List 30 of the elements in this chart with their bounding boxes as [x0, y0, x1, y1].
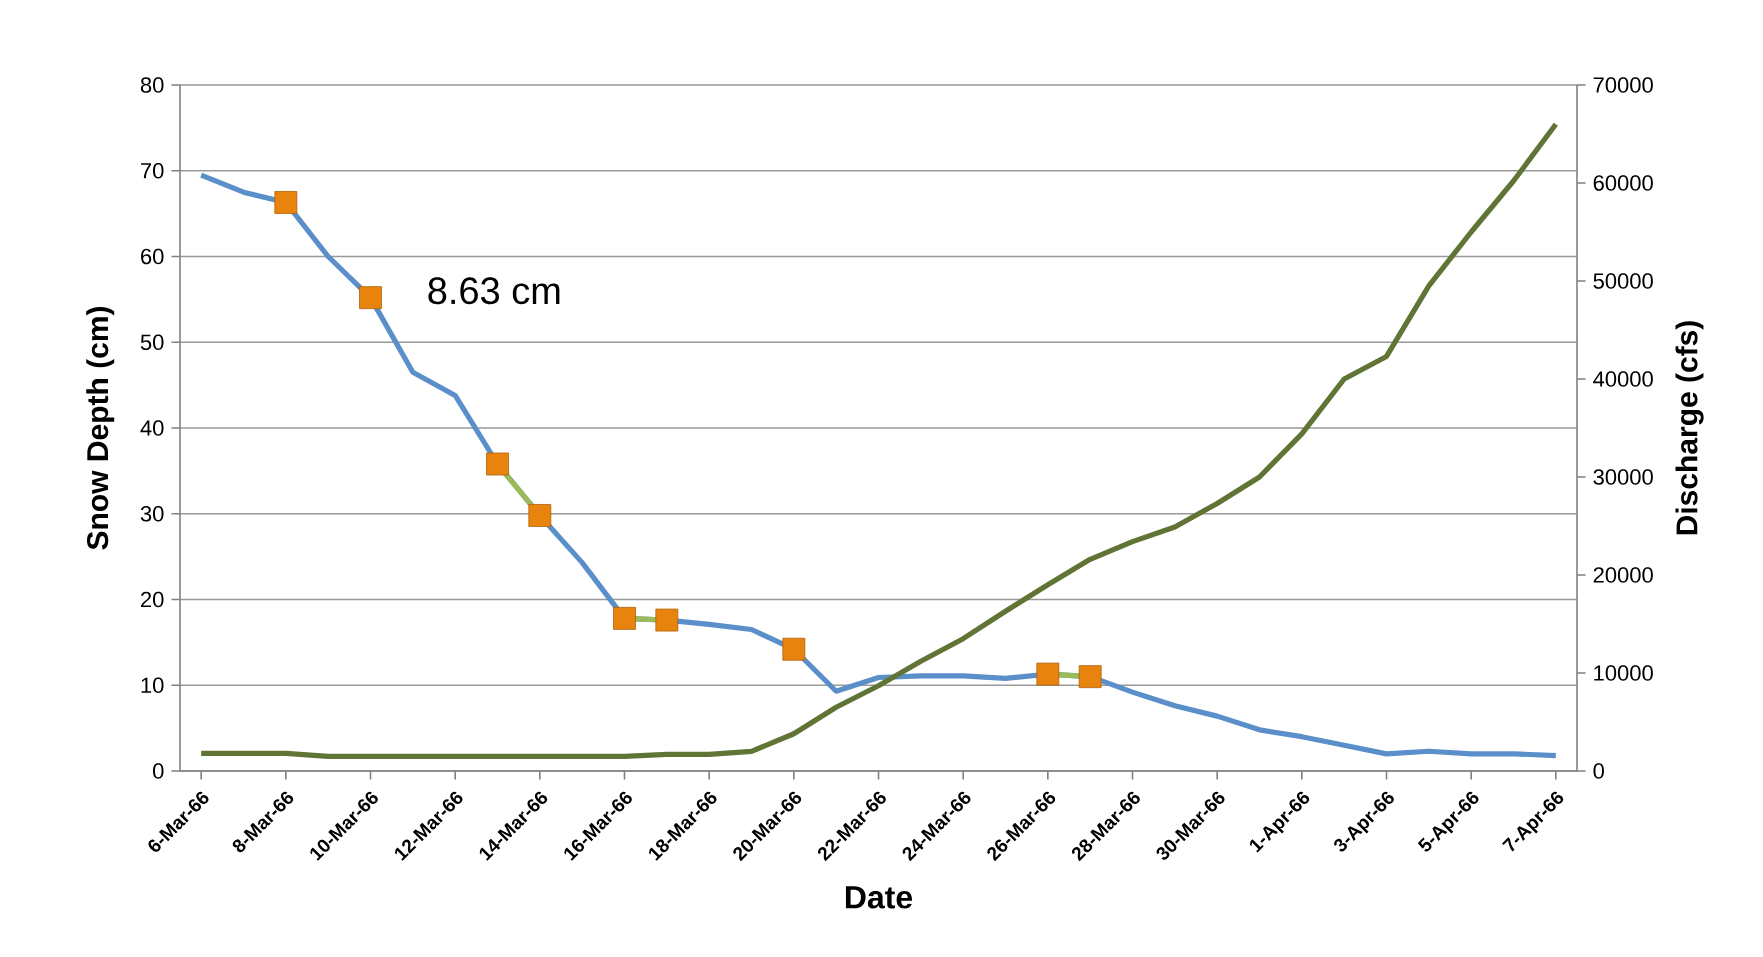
y-axis-title: Snow Depth (cm): [86, 307, 115, 550]
point: [613, 606, 636, 630]
point: [486, 452, 509, 476]
y-tick-label: 0: [153, 763, 164, 779]
x-axis-title: Date: [845, 886, 913, 909]
y2-tick-label: 50000: [1593, 273, 1653, 289]
y2-tick-label: 40000: [1593, 371, 1653, 387]
y2-tick-label: 0: [1593, 763, 1604, 779]
y-tick-label: 50: [140, 334, 164, 351]
point: [655, 608, 679, 632]
y2-tick-label: 60000: [1593, 175, 1653, 191]
point: [274, 191, 298, 214]
point: [359, 286, 382, 310]
point: [1078, 665, 1102, 689]
point: [1036, 662, 1060, 686]
y2-tick-label: 20000: [1593, 567, 1653, 583]
y-tick-label: 60: [141, 248, 164, 265]
y2-tick-label: 70000: [1593, 77, 1653, 93]
y2-tick-label: 10000: [1594, 665, 1653, 681]
y-tick-label: 80: [140, 77, 164, 93]
point: [528, 504, 552, 527]
annotation: 8.63 cm: [428, 277, 560, 305]
y-tick-label: 40: [140, 420, 164, 436]
y2-tick-label: 30000: [1593, 469, 1653, 485]
point: [782, 637, 806, 661]
y-tick-label: 70: [141, 162, 164, 179]
y-tick-label: 20: [141, 591, 164, 608]
y-tick-label: 30: [140, 505, 164, 522]
y-tick-label: 10: [141, 677, 164, 694]
y2-axis-title: Discharge (cfs): [1675, 321, 1704, 535]
